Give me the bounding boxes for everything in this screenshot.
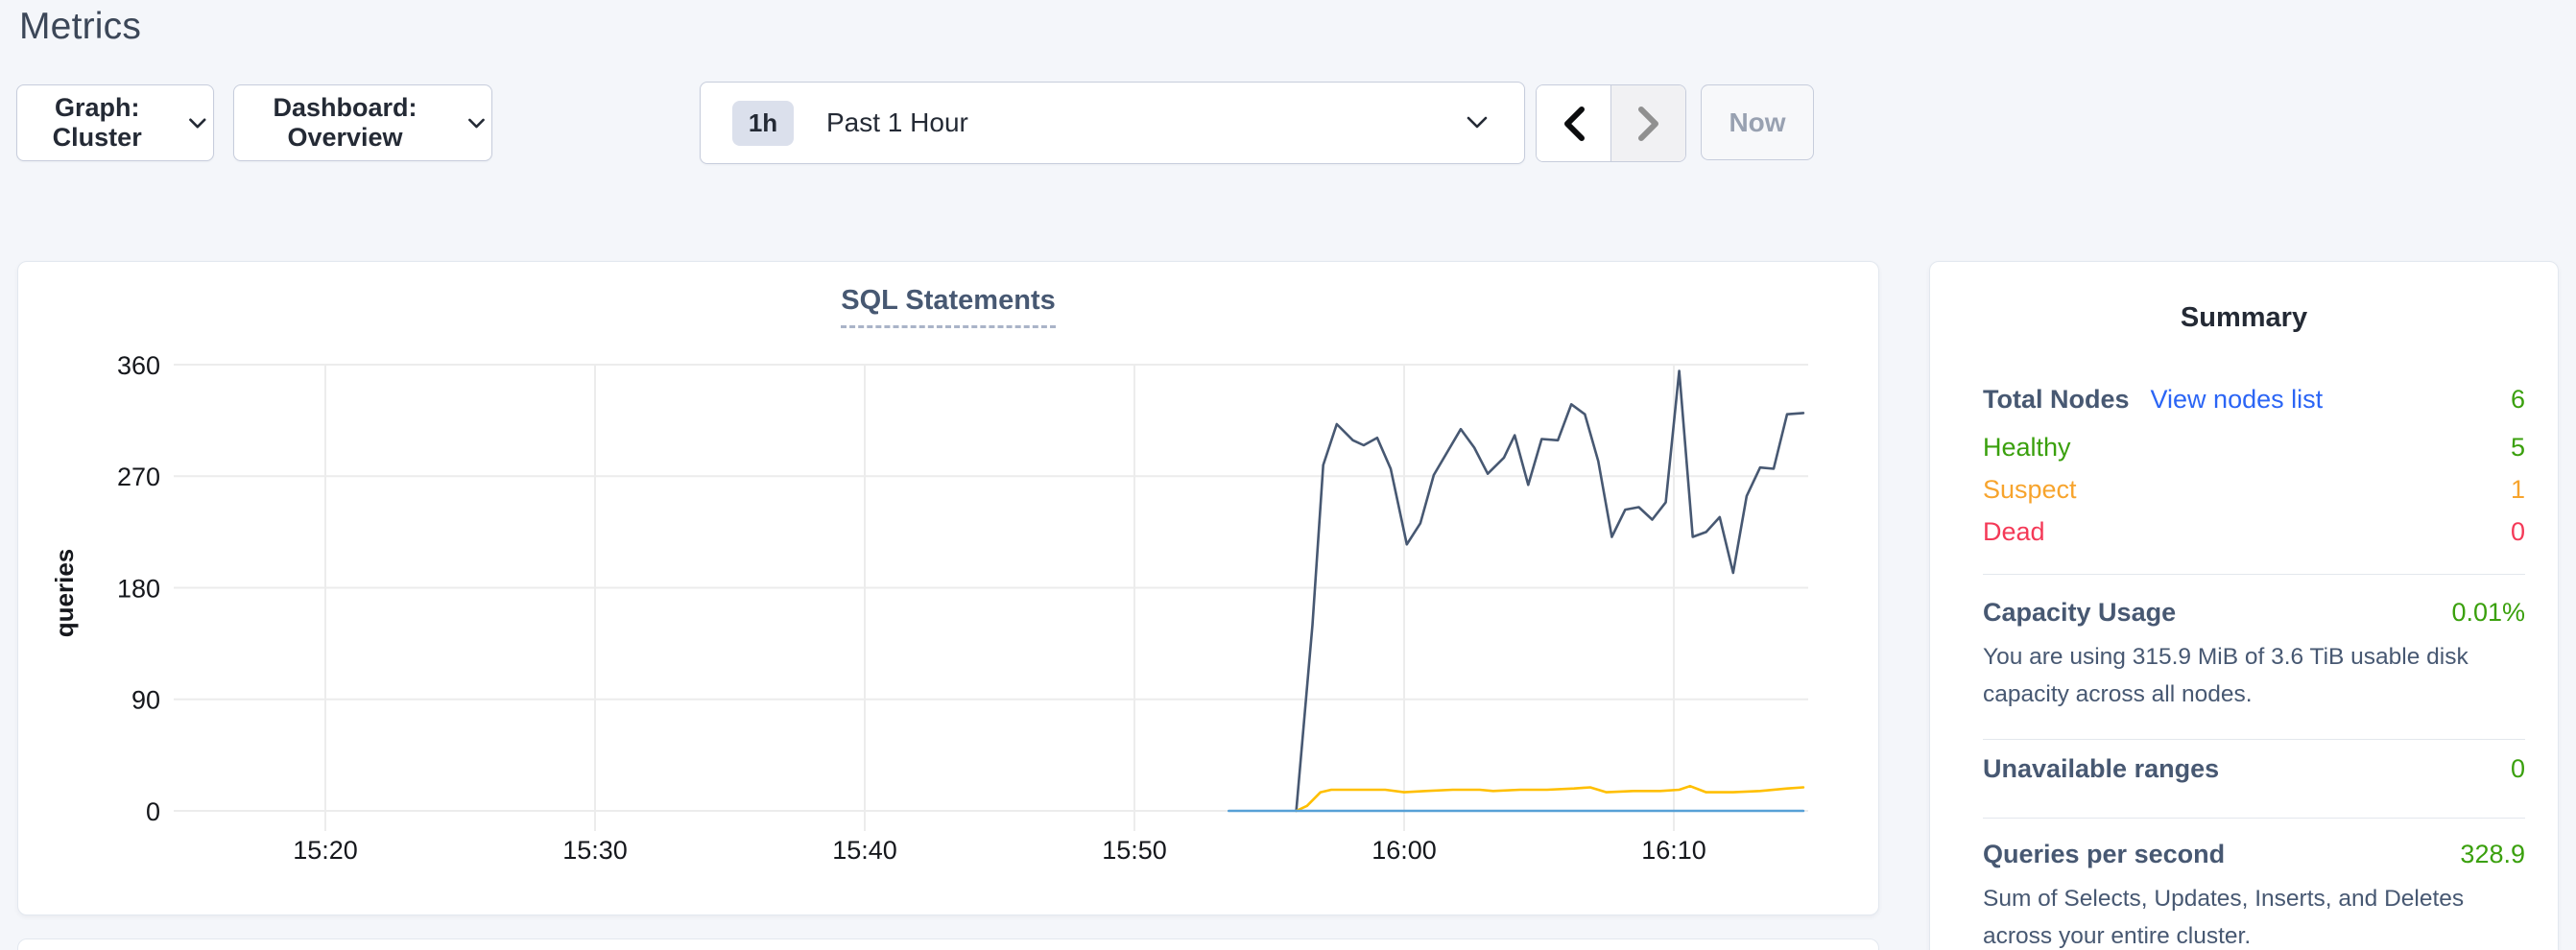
divider [1983,574,2525,575]
y-tick-label: 180 [117,574,160,603]
y-axis-label: queries [50,549,79,638]
summary-card: Summary Total Nodes View nodes list 6 He… [1929,261,2559,950]
summary-row-dead: Dead 0 [1983,517,2525,547]
next-chart-card-partial [17,938,1879,950]
chevron-down-icon [468,118,485,128]
dashboard-dropdown[interactable]: Dashboard: Overview [233,84,492,161]
queries-per-second-label: Queries per second [1983,840,2226,868]
dashboard-dropdown-label: Dashboard: Overview [273,93,417,152]
time-range-dropdown[interactable]: 1h Past 1 Hour [700,82,1525,164]
summary-row-suspect: Suspect 1 [1983,475,2525,505]
total-nodes-value: 6 [2510,385,2525,414]
x-tick-label: 16:10 [1641,836,1706,865]
dead-label: Dead [1983,517,2045,546]
sql-statements-chart[interactable]: 0 90 180 270 360 15:20 15:30 15:40 15:50 16:00 16:… [18,262,1878,914]
dead-value: 0 [2510,517,2525,546]
summary-row-total-nodes: Total Nodes View nodes list 6 [1983,385,2525,415]
x-tick-label: 15:40 [832,836,897,865]
suspect-label: Suspect [1983,475,2077,504]
queries-per-second-value: 328.9 [2460,840,2525,868]
chevron-down-icon [1467,116,1488,129]
capacity-usage-value: 0.01% [2451,598,2525,627]
capacity-usage-label: Capacity Usage [1983,598,2177,627]
y-tick-label: 270 [117,463,160,491]
page-title: Metrics [19,6,142,47]
graph-dropdown-label: Graph: Cluster [52,93,142,152]
unavailable-ranges-value: 0 [2510,754,2525,783]
chart-line-navy [1295,369,1805,813]
prev-range-button[interactable] [1537,85,1610,161]
time-range-label: Past 1 Hour [826,107,968,137]
next-range-button[interactable] [1610,85,1685,161]
divider [1983,739,2525,740]
y-tick-label: 0 [146,797,160,826]
y-tick-label: 360 [117,351,160,380]
x-tick-label: 15:50 [1102,836,1167,865]
view-nodes-list-link[interactable]: View nodes list [2150,385,2324,414]
x-tick-label: 15:30 [562,836,628,865]
queries-per-second-desc: Sum of Selects, Updates, Inserts, and De… [1983,886,2465,949]
now-button[interactable]: Now [1701,84,1814,160]
time-range-nav [1536,84,1686,162]
suspect-value: 1 [2510,475,2525,504]
divider [1983,818,2525,819]
chevron-left-icon [1563,106,1585,141]
healthy-label: Healthy [1983,433,2071,462]
healthy-value: 5 [2510,433,2525,462]
capacity-usage-desc: You are using 315.9 MiB of 3.6 TiB usabl… [1983,644,2469,707]
chart-line-yellow [1295,784,1805,813]
chevron-down-icon [189,118,206,128]
chart-title[interactable]: SQL Statements [841,285,1056,328]
x-tick-label: 15:20 [293,836,358,865]
y-tick-label: 90 [131,686,160,715]
summary-row-healthy: Healthy 5 [1983,433,2525,463]
sql-statements-card: SQL Statements 0 90 180 270 360 15:20 15:30 15:… [17,261,1879,915]
x-tick-label: 16:00 [1371,836,1437,865]
summary-title: Summary [2180,302,2308,333]
chart-title-row: SQL Statements [18,285,1878,328]
unavailable-ranges-label: Unavailable ranges [1983,754,2220,783]
graph-dropdown[interactable]: Graph: Cluster [16,84,214,161]
total-nodes-label: Total Nodes [1983,385,2130,414]
time-range-badge: 1h [732,100,794,146]
summary-row-capacity: Capacity Usage 0.01% [1983,598,2525,628]
chevron-right-icon [1637,106,1658,141]
summary-row-qps: Queries per second 328.9 [1983,840,2525,869]
summary-row-unavailable-ranges: Unavailable ranges 0 [1983,754,2525,784]
